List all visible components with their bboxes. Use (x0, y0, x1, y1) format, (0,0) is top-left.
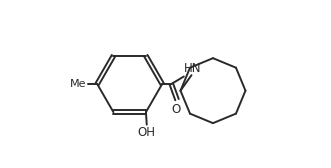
Text: OH: OH (138, 126, 156, 139)
Text: HN: HN (184, 62, 202, 75)
Text: Me: Me (70, 79, 86, 89)
Text: O: O (171, 103, 181, 116)
